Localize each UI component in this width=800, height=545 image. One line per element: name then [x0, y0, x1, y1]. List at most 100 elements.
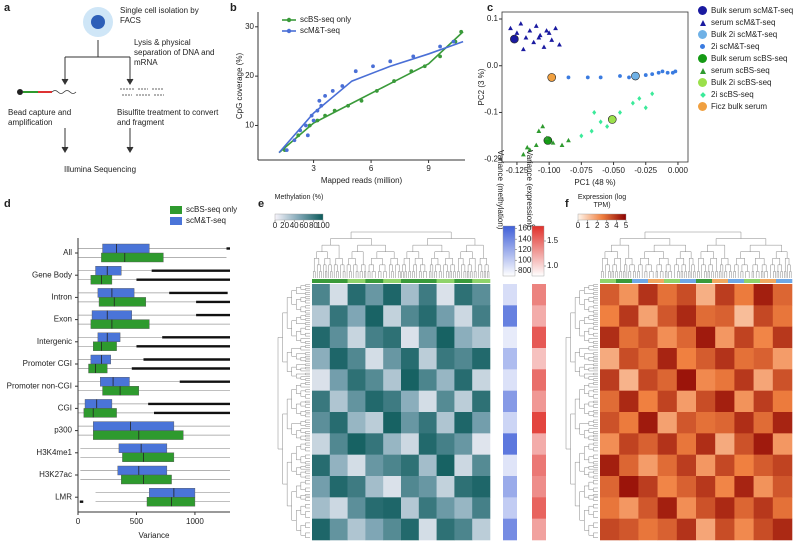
heatmap-cell	[401, 497, 420, 519]
x-tick-label: -0.125	[506, 166, 529, 175]
heatmap-cell	[600, 518, 620, 541]
heatmap-cell	[753, 348, 774, 370]
heatmap-cell	[753, 326, 774, 349]
heatmap-cell	[329, 390, 348, 413]
heatmap-cell	[383, 390, 402, 413]
point	[650, 72, 655, 77]
point	[518, 21, 524, 26]
box	[102, 386, 140, 396]
point	[544, 135, 549, 140]
legend-entry: serum scBS-seq	[698, 66, 798, 75]
heatmap-cell	[383, 305, 402, 327]
heatmap-cell	[657, 369, 678, 391]
legend-marker	[698, 54, 707, 63]
heatmap-cell	[676, 497, 697, 519]
legend-marker-box	[698, 30, 707, 39]
y-tick-label: H3K27ac	[39, 470, 72, 479]
heatmap-cell	[418, 497, 437, 519]
heatmap-cell	[696, 284, 716, 306]
heatmap-cell	[734, 518, 754, 541]
legend-marker	[698, 30, 707, 39]
heatmap-cell	[715, 369, 735, 391]
heatmap-cell	[472, 433, 491, 455]
heatmap-cell	[383, 433, 402, 455]
point	[544, 28, 549, 33]
variance-cell	[532, 284, 546, 306]
colorbar-tick-label: 80	[309, 221, 318, 230]
box	[117, 465, 168, 476]
heatmap-cell	[734, 284, 754, 306]
heatmap-cell	[436, 326, 455, 349]
colorbar	[502, 225, 516, 277]
heatmap-cell	[676, 348, 697, 370]
point	[547, 73, 557, 82]
annotation-strip	[383, 279, 402, 283]
box	[97, 332, 121, 342]
heatmap-cell	[418, 284, 437, 306]
heatmap-cell	[347, 476, 366, 498]
point	[533, 142, 539, 147]
box	[100, 377, 130, 387]
heatmap-cell	[600, 305, 620, 327]
heatmap-cell	[401, 412, 420, 434]
annotation-strip	[760, 279, 777, 283]
heatmap-cell	[676, 326, 697, 349]
box	[92, 430, 184, 440]
heatmap-cell	[347, 369, 366, 391]
heatmap-cell	[329, 518, 348, 541]
heatmap-cell	[472, 497, 491, 519]
variance-cell	[503, 454, 517, 477]
heatmap-cell	[715, 284, 735, 306]
legend-label: serum scBS-seq	[711, 66, 770, 75]
heatmap-cell	[657, 284, 678, 306]
heatmap-cell	[418, 412, 437, 434]
point	[533, 23, 539, 28]
heatmap-cell	[753, 454, 774, 477]
point	[536, 35, 542, 40]
heatmap-cell	[715, 305, 735, 327]
point	[353, 69, 358, 74]
heatmap-cell	[454, 518, 473, 541]
heatmap-cell	[753, 433, 774, 455]
variance-cell	[503, 433, 517, 455]
workflow-diagram	[17, 7, 164, 153]
heatmap-cell	[347, 305, 366, 327]
box	[92, 421, 175, 431]
annotation-strip	[329, 279, 348, 283]
heatmap-cell	[676, 454, 697, 477]
heatmap-cell	[329, 433, 348, 455]
heatmap-cell	[715, 348, 735, 370]
point	[673, 69, 678, 74]
colorbar-tick-label: 1400	[518, 234, 536, 243]
x-tick-label: -0.025	[634, 166, 657, 175]
point	[309, 113, 314, 118]
heatmap-cell	[734, 348, 754, 370]
point	[550, 140, 556, 145]
annotation-strip	[728, 279, 745, 283]
heatmap-cell	[329, 454, 348, 477]
legend-label: scBS-seq only	[186, 205, 237, 214]
legend-marker	[698, 6, 707, 15]
heatmap-cell	[383, 326, 402, 349]
heatmap-cell	[472, 369, 491, 391]
y-tick-label: p300	[54, 426, 72, 435]
annotation-strip	[648, 279, 665, 283]
heatmap-cell	[772, 326, 793, 349]
y-tick-label: H3K4me1	[36, 448, 72, 457]
y-tick-label: -0.2	[484, 154, 498, 163]
heatmap-cell	[454, 390, 473, 413]
x-tick-label: -0.075	[570, 166, 593, 175]
heatmap-cell	[401, 348, 420, 370]
heatmap-cell	[418, 518, 437, 541]
panel-label: b	[230, 2, 237, 14]
panel-label: d	[4, 198, 11, 210]
point	[520, 151, 526, 157]
point	[315, 108, 320, 113]
variance-cell	[532, 412, 546, 434]
box	[149, 488, 196, 498]
heatmap-cell	[436, 284, 455, 306]
heatmap-cell	[312, 390, 331, 413]
annotation-strip	[616, 279, 633, 283]
legend-marker	[699, 91, 706, 98]
heatmap-cell	[401, 476, 420, 498]
